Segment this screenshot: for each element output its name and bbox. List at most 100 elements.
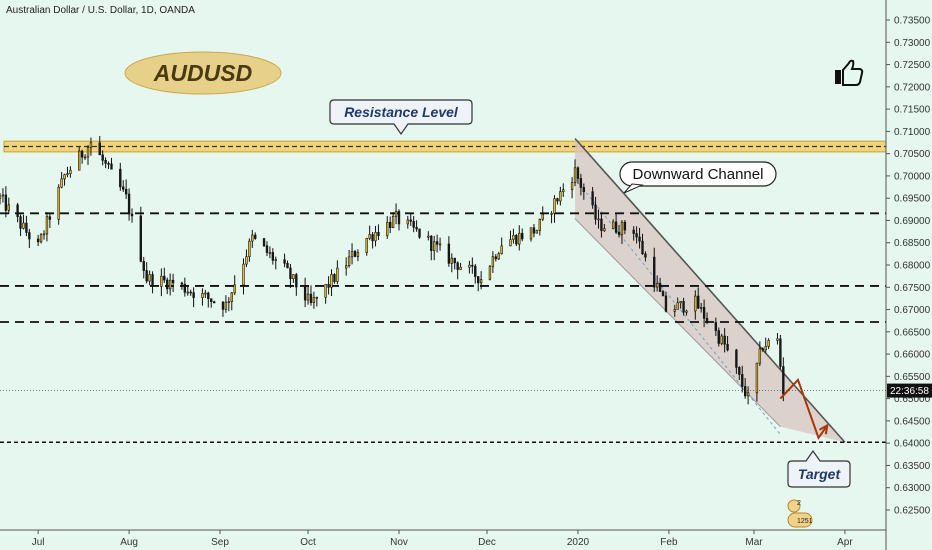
candle-up (550, 213, 553, 215)
candle-down (705, 318, 709, 323)
resistance-callout: Resistance Level (329, 99, 473, 136)
y-tick-label: 0.66000 (894, 350, 931, 361)
candle-up (509, 239, 512, 247)
candle-up (292, 274, 295, 280)
candle-down (415, 226, 418, 230)
candle-up (251, 234, 254, 242)
candle-down (661, 291, 665, 297)
candle-down (210, 298, 213, 303)
idea-badge-icon[interactable]: 2 1251 (787, 499, 813, 528)
candle-up (368, 234, 371, 239)
candle-up (512, 235, 515, 240)
candle-down (600, 218, 603, 231)
candle-down (189, 291, 192, 294)
candle-down (738, 367, 741, 375)
candle-up (541, 213, 544, 220)
candle-up (491, 256, 495, 267)
chart-title: Australian Dollar / U.S. Dollar, 1D, OAN… (6, 5, 195, 16)
candle-down (371, 234, 374, 242)
candle-down (98, 142, 101, 156)
candle-up (535, 230, 539, 234)
candle-down (515, 235, 518, 245)
y-tick-label: 0.69000 (894, 216, 931, 227)
candle-down (456, 262, 459, 270)
candle-up (374, 231, 377, 242)
candle-up (685, 310, 688, 313)
candle-down (726, 343, 729, 351)
candle-up (224, 301, 228, 310)
candle-down (254, 234, 257, 239)
candle-down (130, 213, 134, 217)
symbol-badge: AUDUSD (124, 51, 282, 95)
projected-path (779, 378, 829, 440)
y-tick-label: 0.63000 (894, 483, 931, 494)
candle-up (559, 191, 562, 202)
candle-up (347, 256, 351, 267)
candle-down (576, 167, 580, 179)
candle-down (377, 231, 380, 237)
candle-up (324, 283, 327, 298)
candle-down (579, 178, 583, 188)
candle-down (107, 163, 110, 165)
price-label-box (887, 383, 932, 398)
x-tick-label: Oct (300, 537, 316, 548)
candle-down (262, 238, 266, 247)
candles (0, 135, 785, 405)
candle-down (641, 240, 644, 255)
candle-down (714, 322, 718, 331)
candle-down (723, 335, 726, 345)
channel-upper-line (574, 137, 846, 443)
candle-up (345, 265, 348, 269)
candle-down (16, 204, 19, 217)
candle-up (350, 251, 354, 258)
x-tick-label: Sep (211, 537, 229, 548)
y-tick-label: 0.65000 (894, 394, 931, 405)
candle-down (283, 259, 286, 264)
candle-down (101, 154, 104, 161)
candle-up (248, 240, 251, 257)
candle-up (603, 228, 606, 231)
candle-down (594, 204, 597, 220)
candle-up (60, 178, 63, 188)
thumbs-up-icon[interactable] (835, 59, 864, 86)
candle-up (268, 252, 272, 254)
candle-up (468, 264, 471, 268)
candle-down (494, 256, 497, 260)
candle-up (168, 279, 172, 290)
candle-up (274, 259, 277, 261)
y-tick-label: 0.66500 (894, 327, 931, 338)
candle-up (365, 238, 368, 253)
candle-down (151, 274, 154, 287)
candle-up (242, 263, 245, 286)
candle-down (582, 187, 586, 193)
y-tick-label: 0.64000 (894, 439, 931, 450)
candle-down (682, 301, 685, 313)
y-tick-label: 0.72500 (894, 60, 931, 71)
candle-up (386, 221, 389, 237)
candle-up (245, 256, 248, 265)
candle-up (315, 297, 319, 299)
candle-down (409, 219, 412, 222)
candle-up (86, 147, 90, 158)
candle-up (776, 338, 779, 341)
candle-up (66, 173, 69, 175)
price-label: 22:36:58 (890, 386, 929, 397)
candle-down (782, 366, 785, 395)
candle-up (764, 346, 767, 351)
candle-down (761, 348, 764, 351)
candle-up (391, 216, 395, 228)
candle-down (327, 283, 330, 288)
projection-arrowhead (818, 423, 829, 435)
y-tick-label: 0.71000 (894, 127, 931, 138)
candle-up (529, 227, 533, 240)
resistance-label: Resistance Level (344, 104, 459, 120)
candle-up (694, 295, 697, 312)
candle-up (497, 253, 500, 260)
target-label: Target (798, 466, 842, 482)
candle-down (614, 221, 618, 233)
candle-up (427, 235, 430, 238)
x-tick-label: Feb (660, 537, 678, 548)
x-tick-label: Nov (390, 537, 408, 548)
candle-down (617, 231, 621, 235)
